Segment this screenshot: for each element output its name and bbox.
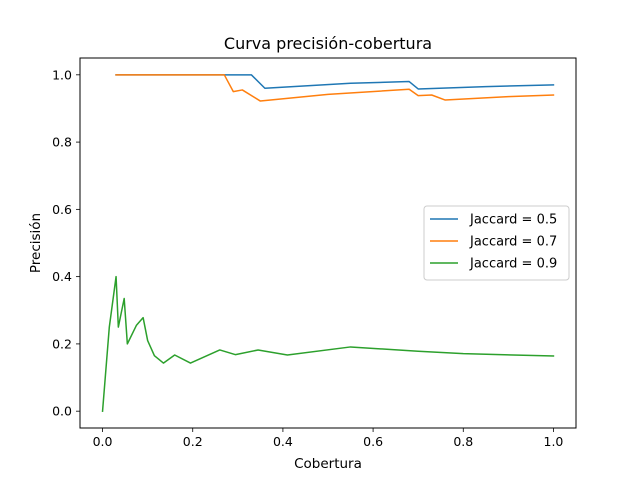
x-axis-ticks: 0.0 0.2 0.4 0.6 0.8 1.0 bbox=[93, 428, 564, 449]
series-line-1 bbox=[115, 74, 555, 90]
legend: Jaccard = 0.5 Jaccard = 0.7 Jaccard = 0.9 bbox=[423, 205, 570, 281]
x-tick-label: 0.2 bbox=[183, 434, 203, 449]
legend-label-3: Jaccard = 0.9 bbox=[469, 257, 557, 272]
legend-label-1: Jaccard = 0.5 bbox=[469, 213, 557, 228]
y-tick-label: 0.6 bbox=[52, 202, 72, 217]
y-tick-label: 0.4 bbox=[52, 269, 72, 284]
y-tick-label: 0.8 bbox=[52, 135, 72, 150]
series-line-2 bbox=[115, 74, 555, 102]
y-axis-ticks: 0.0 0.2 0.4 0.6 0.8 1.0 bbox=[52, 67, 80, 419]
x-tick-label: 0.4 bbox=[273, 434, 293, 449]
y-tick-label: 0.2 bbox=[52, 336, 72, 351]
y-axis-label: Precisión bbox=[28, 213, 44, 273]
plot-frame bbox=[79, 57, 577, 429]
x-tick-label: 1.0 bbox=[544, 434, 564, 449]
x-tick-label: 0.6 bbox=[363, 434, 383, 449]
x-tick-label: 0.0 bbox=[93, 434, 113, 449]
plot-lines bbox=[101, 74, 555, 412]
x-axis-label: Cobertura bbox=[294, 456, 362, 472]
y-tick-label: 0.0 bbox=[52, 404, 72, 419]
legend-box bbox=[423, 205, 570, 281]
y-tick-label: 1.0 bbox=[52, 67, 72, 82]
chart-title: Curva precisión-cobertura bbox=[224, 34, 432, 53]
series-line-3 bbox=[101, 275, 555, 412]
x-tick-label: 0.8 bbox=[453, 434, 473, 449]
legend-label-2: Jaccard = 0.7 bbox=[469, 235, 557, 250]
